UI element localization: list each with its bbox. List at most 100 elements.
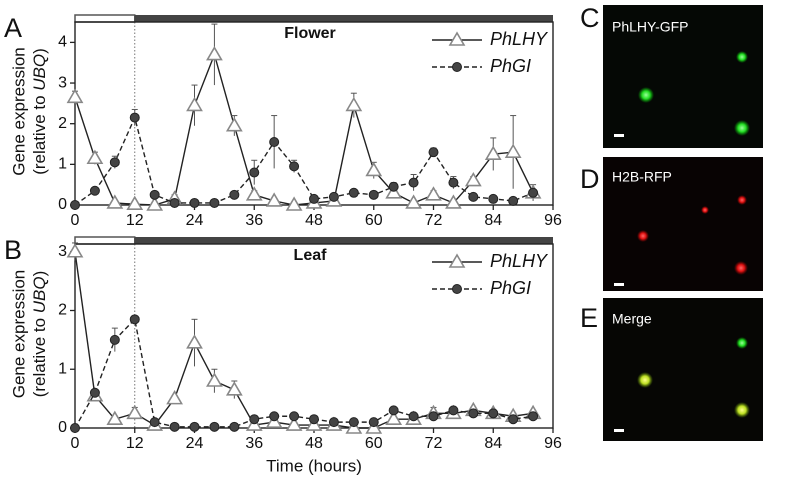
marker-circle xyxy=(70,423,80,433)
marker-triangle xyxy=(285,196,303,211)
marker-triangle xyxy=(66,88,84,104)
legend-marker xyxy=(452,62,462,72)
image-caption: PhLHY-GFP xyxy=(612,19,689,35)
marker-triangle xyxy=(166,390,183,405)
marker-triangle xyxy=(206,372,223,387)
marker-triangle xyxy=(126,404,144,420)
marker-circle xyxy=(348,187,359,198)
marker-triangle xyxy=(504,143,522,158)
plot-frame xyxy=(74,21,554,206)
x-tick-label: 84 xyxy=(484,435,502,452)
x-tick-label: 48 xyxy=(305,435,323,452)
x-tick-label: 36 xyxy=(245,435,263,452)
marker-circle xyxy=(408,177,419,188)
marker-circle xyxy=(289,411,300,422)
y-axis-label-part: ) xyxy=(30,48,49,54)
marker-triangle xyxy=(225,117,243,132)
marker-circle xyxy=(328,417,339,428)
marker-circle xyxy=(408,411,419,422)
marker-circle xyxy=(368,189,379,200)
marker-circle xyxy=(508,195,519,206)
marker-triangle xyxy=(445,194,462,209)
chart-title: Leaf xyxy=(294,247,328,264)
x-tick-label: 60 xyxy=(365,435,383,452)
plot-frame xyxy=(74,243,554,429)
marker-circle xyxy=(348,417,359,428)
marker-circle xyxy=(309,193,319,204)
marker-circle xyxy=(508,414,519,425)
light-period xyxy=(74,14,136,23)
marker-triangle xyxy=(186,96,203,112)
nucleus xyxy=(638,87,654,103)
y-axis-label: (relative to UBQ) xyxy=(30,48,49,175)
series-line xyxy=(74,115,534,206)
marker-triangle xyxy=(285,416,303,431)
marker-circle xyxy=(428,411,439,422)
legend-label: PhGI xyxy=(490,56,531,76)
marker-circle xyxy=(169,197,180,208)
dark-period xyxy=(134,15,553,22)
series-line xyxy=(74,251,534,429)
y-tick-label: 0 xyxy=(58,419,67,436)
marker-circle xyxy=(488,193,499,204)
nucleus xyxy=(736,337,748,349)
marker-triangle xyxy=(225,381,243,396)
legend-label: PhLHY xyxy=(490,251,549,271)
x-tick-label: 96 xyxy=(544,212,562,229)
marker-circle xyxy=(528,411,539,422)
marker-triangle xyxy=(405,194,422,209)
y-axis-label: Gene expression xyxy=(9,47,28,176)
marker-triangle xyxy=(146,196,164,211)
marker-triangle xyxy=(425,186,442,201)
y-tick-label: 0 xyxy=(58,196,67,213)
light-period xyxy=(74,236,136,245)
legend-marker xyxy=(448,31,466,46)
series-line xyxy=(74,317,534,429)
nucleus xyxy=(734,120,750,136)
marker-circle xyxy=(229,421,240,432)
x-tick-label: 12 xyxy=(126,212,144,229)
marker-triangle xyxy=(365,161,383,177)
y-axis-label-part: (relative to xyxy=(30,313,49,397)
marker-circle xyxy=(428,147,439,158)
panel-label: B xyxy=(4,235,22,265)
x-tick-label: 72 xyxy=(425,435,443,452)
panel-label: D xyxy=(580,164,600,194)
marker-circle xyxy=(209,197,220,208)
x-tick-label: 72 xyxy=(425,212,443,229)
marker-circle xyxy=(249,167,260,178)
marker-triangle xyxy=(86,149,104,165)
marker-circle xyxy=(388,405,399,416)
x-tick-label: 0 xyxy=(71,212,80,229)
marker-circle xyxy=(189,421,200,432)
marker-circle xyxy=(109,334,120,345)
x-tick-label: 12 xyxy=(126,435,144,452)
marker-circle xyxy=(149,189,160,200)
marker-circle xyxy=(368,417,379,428)
micrograph xyxy=(603,298,763,441)
marker-circle xyxy=(109,157,120,168)
marker-circle xyxy=(309,414,319,425)
x-tick-label: 48 xyxy=(305,212,323,229)
legend-label: PhGI xyxy=(490,278,531,298)
marker-circle xyxy=(468,191,479,202)
chart-title: Flower xyxy=(284,25,336,42)
marker-circle xyxy=(528,187,539,198)
y-tick-label: 3 xyxy=(58,74,67,91)
nucleus xyxy=(637,230,649,242)
marker-circle xyxy=(169,421,180,432)
marker-circle xyxy=(229,189,240,200)
nucleus xyxy=(701,206,709,214)
y-tick-label: 2 xyxy=(58,115,67,132)
y-axis-label-part: UBQ xyxy=(30,276,49,313)
panel-label: E xyxy=(580,303,598,333)
x-tick-label: 60 xyxy=(365,212,383,229)
y-tick-label: 1 xyxy=(58,156,67,173)
marker-circle xyxy=(249,414,260,425)
marker-triangle xyxy=(385,184,403,199)
marker-triangle xyxy=(484,145,502,160)
marker-circle xyxy=(488,408,499,419)
y-tick-label: 4 xyxy=(58,34,67,51)
marker-triangle xyxy=(464,172,482,187)
